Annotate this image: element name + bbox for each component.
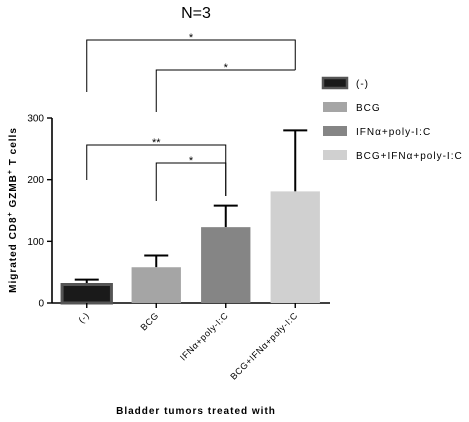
- y-tick-label: 0: [38, 299, 44, 310]
- significance-bracket: [86, 39, 296, 92]
- y-axis-label-superscript: +: [7, 169, 14, 174]
- y-axis-label: Migrated CD8+ GZMB+ T cells: [7, 127, 19, 293]
- y-tick-label: 200: [27, 175, 44, 186]
- bar: [201, 227, 251, 303]
- y-ticks: 0 100 200 300: [27, 114, 52, 310]
- y-axis-label-part: T cells: [8, 127, 19, 169]
- legend-swatch: [323, 102, 347, 112]
- significance-label: *: [224, 62, 229, 74]
- legend-label: (-): [356, 79, 369, 90]
- legend-swatch: [323, 150, 347, 160]
- y-axis-label-part: GZMB: [8, 174, 19, 211]
- significance-bracket: [155, 162, 227, 201]
- legend-label: IFNα+poly-I:C: [356, 127, 431, 138]
- x-tick-label: (-): [76, 310, 91, 325]
- x-tick-label: BCG: [139, 310, 161, 332]
- y-tick-label: 300: [27, 114, 44, 125]
- legend-label: BCG: [356, 103, 381, 114]
- significance-brackets: *****: [86, 32, 296, 201]
- y-axis-label-superscript: +: [7, 211, 14, 216]
- significance-label: *: [189, 155, 194, 167]
- significance-label: *: [189, 32, 194, 44]
- x-tick-label: IFNα+poly-I:C: [178, 310, 230, 362]
- legend: (-) BCG IFNα+poly-I:C BCG+IFNα+poly-I:C: [321, 76, 463, 162]
- chart-title: N=3: [181, 5, 211, 22]
- bar: [270, 191, 320, 303]
- y-axis-label-part: Migrated CD8: [8, 216, 19, 292]
- significance-label: **: [152, 137, 161, 149]
- x-tick-label: BCG+IFNα+poly-I:C: [228, 310, 299, 381]
- bar: [131, 267, 181, 303]
- significance-bracket: [155, 69, 296, 112]
- legend-swatch: [323, 126, 347, 136]
- bar: [60, 283, 113, 305]
- x-axis-label: Bladder tumors treated with: [116, 406, 276, 417]
- legend-label: BCG+IFNα+poly-I:C: [356, 151, 463, 162]
- legend-swatch: [321, 76, 349, 90]
- y-tick-label: 100: [27, 237, 44, 248]
